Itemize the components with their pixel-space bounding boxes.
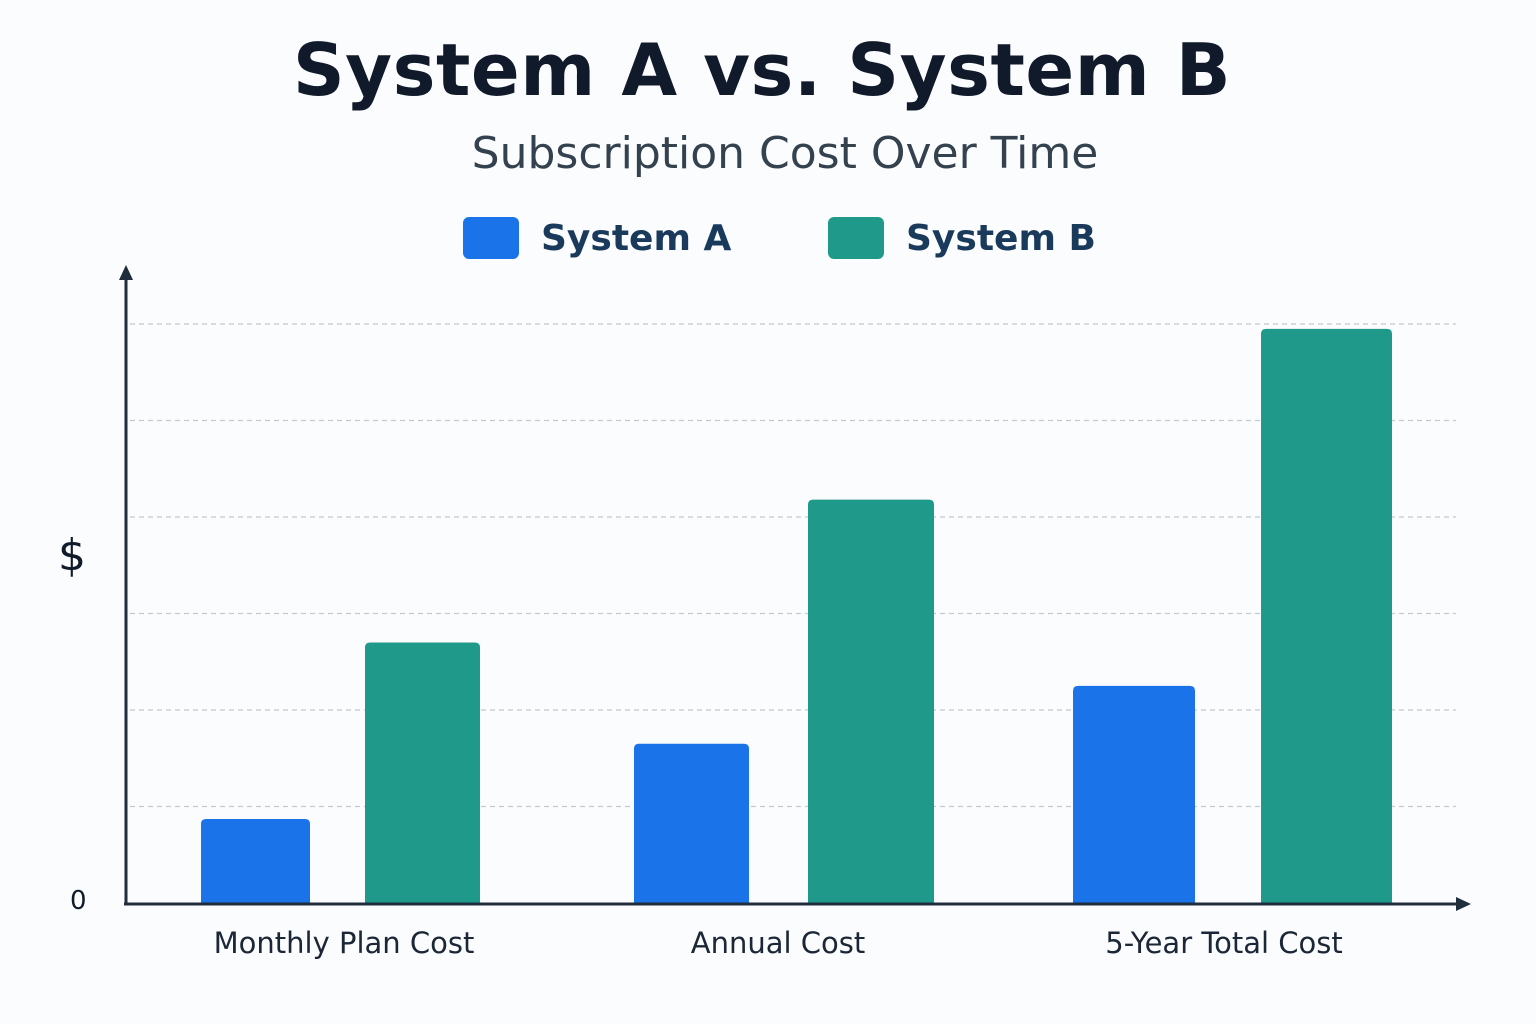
legend-label-system-a: System A [541, 217, 732, 259]
x-axis-arrow-icon [1456, 897, 1471, 911]
bar-system-a-monthly [201, 819, 310, 903]
bar-system-b-five-year [1261, 328, 1392, 903]
bar-system-b-annual [808, 499, 934, 903]
bar-system-a-annual [634, 743, 749, 903]
gridlines [130, 323, 1456, 808]
axes [119, 265, 1471, 911]
y-tick-label-zero: 0 [70, 886, 87, 916]
bar-system-b-monthly [365, 642, 480, 903]
x-tick-label-monthly: Monthly Plan Cost [213, 926, 475, 960]
bar-system-a-five-year [1073, 685, 1195, 903]
legend-swatch-system-b [828, 217, 884, 259]
y-axis-arrow-icon [119, 265, 133, 280]
bars [201, 328, 1392, 903]
legend-item-system-b: System B [828, 214, 1096, 262]
x-tick-label-annual: Annual Cost [690, 926, 866, 960]
x-tick-label-five-year: 5-Year Total Cost [1105, 926, 1343, 960]
legend-swatch-system-a [463, 217, 519, 259]
chart-title: System A vs. System B [292, 28, 1232, 112]
chart-subtitle: Subscription Cost Over Time [471, 128, 1099, 179]
y-axis-label: $ [58, 530, 86, 581]
legend-item-system-a: System A [463, 214, 731, 262]
legend-label-system-b: System B [906, 217, 1096, 259]
